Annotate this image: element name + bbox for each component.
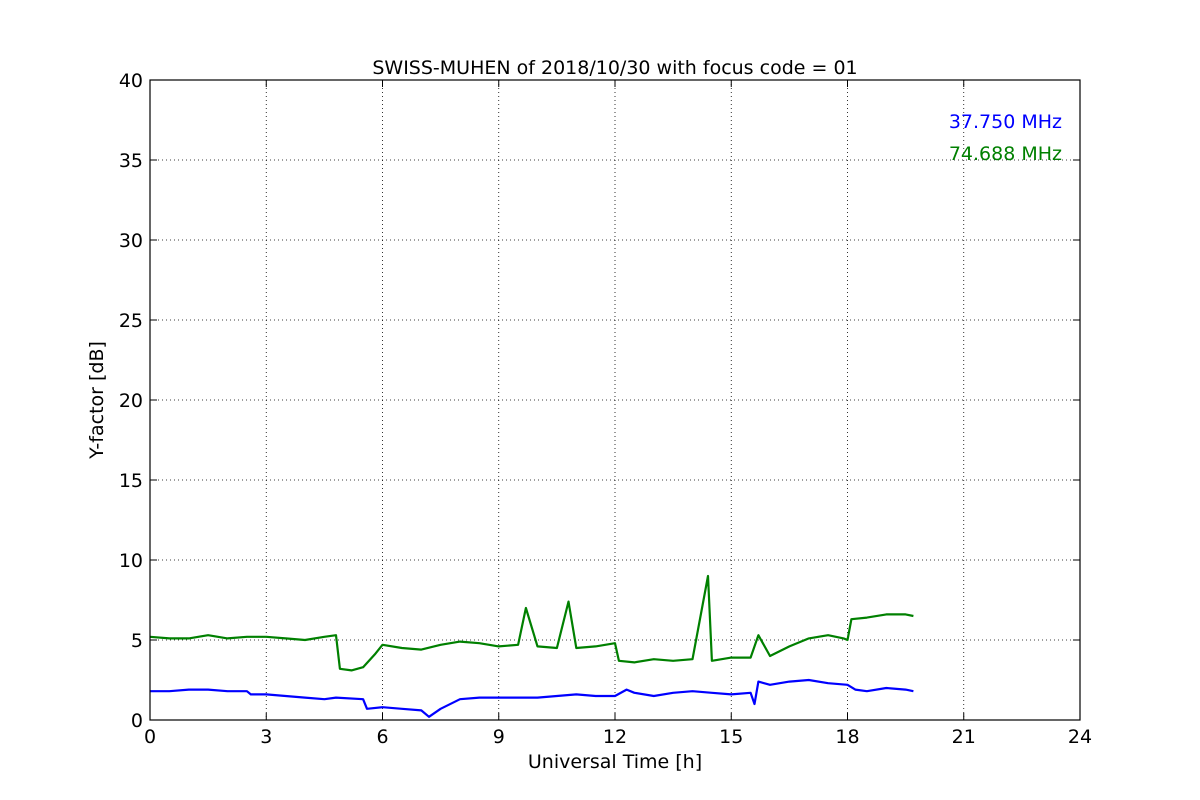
- grid: [150, 80, 1080, 720]
- y-tick-label: 15: [119, 470, 143, 492]
- x-tick-label: 15: [719, 726, 743, 748]
- y-tick-label: 5: [131, 630, 143, 652]
- y-tick-label: 30: [119, 230, 143, 252]
- y-tick-label: 10: [119, 550, 143, 572]
- x-tick-label: 6: [376, 726, 388, 748]
- legend-entry-1: 37.750 MHz: [949, 111, 1062, 133]
- x-tick-label: 21: [952, 726, 976, 748]
- chart-title: SWISS-MUHEN of 2018/10/30 with focus cod…: [372, 57, 857, 79]
- y-axis-label: Y-factor [dB]: [86, 341, 108, 460]
- y-tick-label: 20: [119, 390, 143, 412]
- x-tick-label: 18: [835, 726, 859, 748]
- legend: 37.750 MHz 74.688 MHz: [949, 111, 1062, 165]
- legend-entry-2: 74.688 MHz: [949, 143, 1062, 165]
- y-tick-label: 0: [131, 710, 143, 732]
- x-tick-label: 3: [260, 726, 272, 748]
- y-tick-label: 40: [119, 70, 143, 92]
- x-tick-label: 12: [603, 726, 627, 748]
- series-line-2: [149, 574, 914, 672]
- x-tick-label: 9: [493, 726, 505, 748]
- x-tick-label: 24: [1068, 726, 1092, 748]
- series-line-1: [150, 678, 914, 718]
- x-tick-label: 0: [144, 726, 156, 748]
- y-tick-label: 25: [119, 310, 143, 332]
- y-tick-label: 35: [119, 150, 143, 172]
- x-axis-label: Universal Time [h]: [528, 751, 702, 773]
- axis-ticks: 0 3 6 9 12 15 18 21 24 0 5 10 15 20 25 30 35 40: [119, 70, 1092, 748]
- series-layer: [149, 574, 914, 718]
